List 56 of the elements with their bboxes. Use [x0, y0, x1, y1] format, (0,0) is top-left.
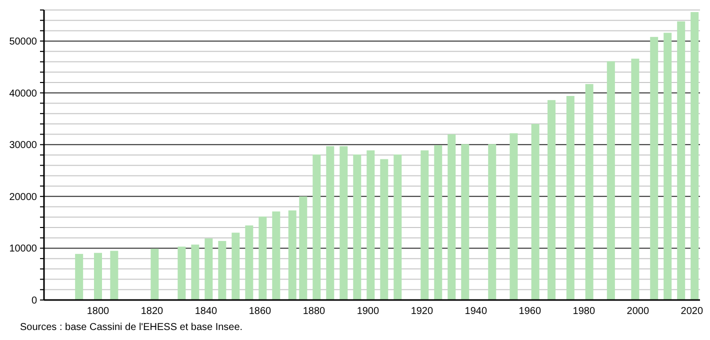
bar	[110, 250, 118, 300]
bar	[510, 133, 518, 300]
y-tick-label: 20000	[9, 192, 38, 203]
x-tick-label: 1880	[302, 306, 326, 317]
bar	[150, 248, 159, 300]
y-tick-label: 40000	[9, 88, 38, 100]
bar	[548, 100, 556, 300]
y-tick-label: 10000	[9, 244, 38, 255]
bar	[326, 146, 334, 300]
y-tick-label: 50000	[9, 36, 38, 48]
y-tick-label: 0	[31, 296, 38, 306]
bar	[94, 252, 102, 300]
bar	[232, 232, 240, 300]
bar	[650, 36, 658, 300]
x-tick-label: 1960	[518, 306, 542, 317]
x-tick-label: 1980	[572, 306, 596, 317]
bar	[353, 154, 362, 300]
source-note: Sources : base Cassini de l'EHESS et base Insee.	[20, 322, 243, 333]
bar	[272, 211, 280, 300]
bar	[258, 216, 267, 300]
bar	[461, 144, 470, 300]
x-tick-label: 1920	[410, 306, 434, 317]
x-tick-label: 1840	[194, 306, 218, 317]
bar	[664, 32, 672, 300]
x-tick-label: 1800	[86, 306, 110, 317]
bar	[299, 196, 308, 300]
bar	[75, 254, 84, 300]
bar	[204, 238, 213, 300]
bar	[245, 225, 254, 300]
bar	[434, 145, 442, 300]
bar	[531, 124, 540, 300]
bar	[566, 96, 574, 300]
bar	[448, 134, 456, 300]
bar	[218, 240, 226, 300]
bar	[178, 246, 186, 300]
bar	[420, 150, 429, 300]
bar	[366, 150, 375, 300]
x-tick-label: 1860	[248, 306, 272, 317]
bar	[488, 144, 496, 300]
bar	[606, 61, 615, 300]
bar	[690, 12, 699, 300]
y-tick-label: 30000	[9, 140, 38, 152]
bar	[380, 159, 388, 300]
bar	[288, 210, 296, 300]
bar	[340, 146, 348, 300]
x-tick-label: 2020	[680, 306, 704, 317]
bar	[631, 58, 640, 300]
bar	[394, 154, 402, 300]
bar	[312, 154, 321, 300]
bar	[191, 244, 200, 300]
x-tick-label: 1820	[140, 306, 164, 317]
bar	[677, 21, 686, 300]
bar	[585, 84, 594, 300]
x-tick-label: 1940	[464, 306, 488, 317]
x-tick-label: 2000	[626, 306, 650, 317]
x-tick-label: 1900	[356, 306, 380, 317]
